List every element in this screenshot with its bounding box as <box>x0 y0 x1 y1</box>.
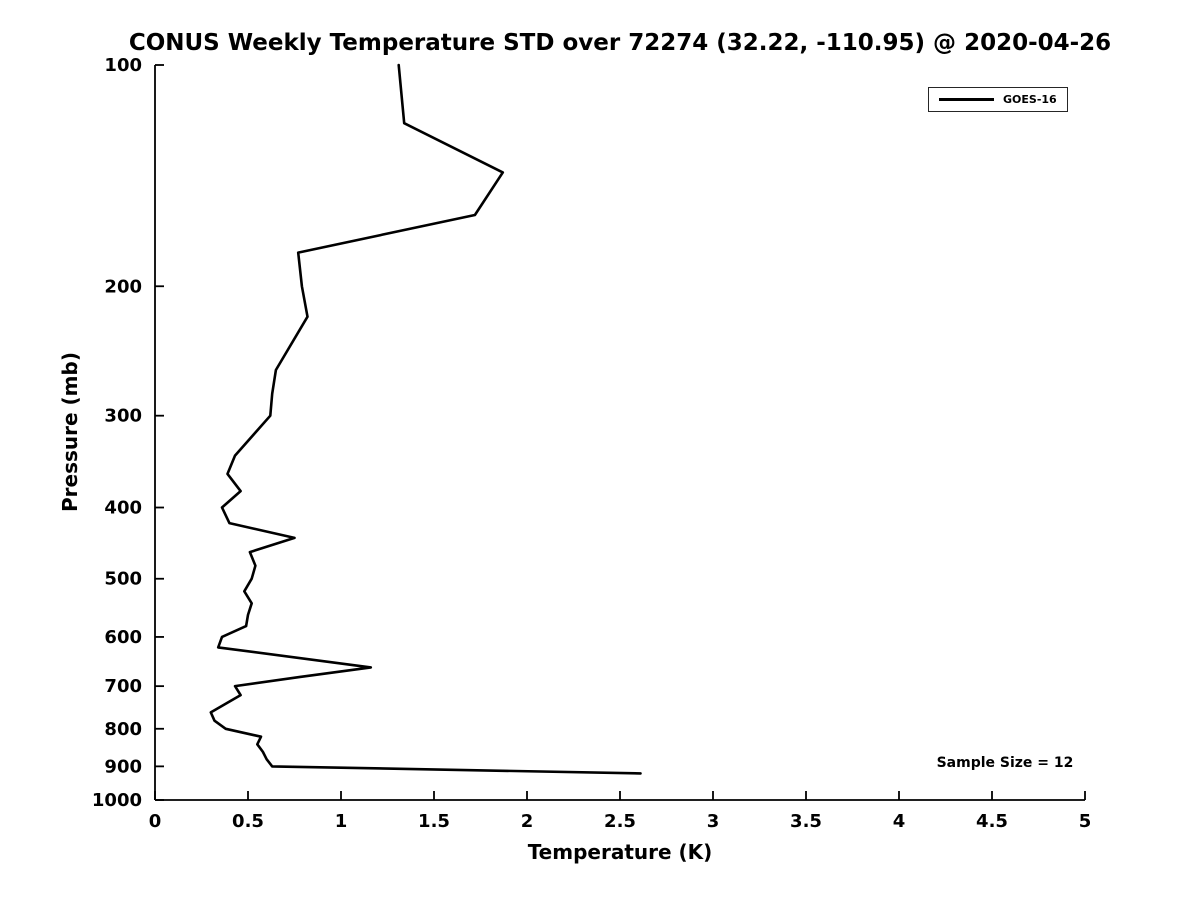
y-tick-label: 800 <box>104 719 142 740</box>
y-tick-label: 900 <box>104 756 142 777</box>
x-tick-label: 3.5 <box>790 811 822 832</box>
x-tick-label: 4.5 <box>976 811 1008 832</box>
sample-size-annotation: Sample Size = 12 <box>936 755 1074 771</box>
x-tick-label: 5 <box>1079 811 1092 832</box>
y-tick-label: 700 <box>104 676 142 697</box>
y-tick-label: 300 <box>104 406 142 427</box>
x-tick-label: 0 <box>149 811 162 832</box>
goes16-series-line <box>209 63 642 775</box>
x-tick-label: 1.5 <box>418 811 450 832</box>
y-tick-label: 200 <box>104 276 142 297</box>
y-tick-label: 1000 <box>92 790 142 811</box>
y-tick-label: 500 <box>104 569 142 590</box>
x-axis-label: Temperature (K) <box>527 840 713 864</box>
x-tick-label: 4 <box>893 811 906 832</box>
x-tick-label: 2 <box>521 811 534 832</box>
x-tick-label: 1 <box>335 811 348 832</box>
goes16-line-sample-icon <box>939 98 994 101</box>
chart-title: CONUS Weekly Temperature STD over 72274 … <box>128 30 1112 56</box>
x-tick-label: 2.5 <box>604 811 636 832</box>
y-tick-label: 400 <box>104 498 142 519</box>
legend: GOES-16 <box>928 87 1068 112</box>
x-tick-label: 3 <box>707 811 720 832</box>
y-tick-label: 100 <box>104 55 142 76</box>
y-tick-label: 600 <box>104 627 142 648</box>
legend-label-goes16: GOES-16 <box>1003 93 1057 106</box>
x-tick-label: 0.5 <box>232 811 264 832</box>
